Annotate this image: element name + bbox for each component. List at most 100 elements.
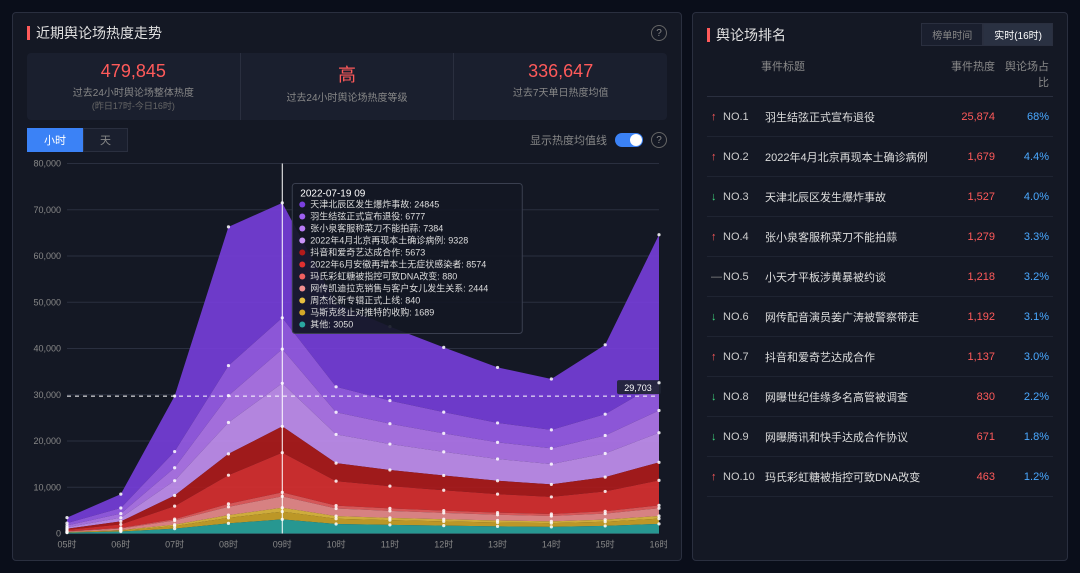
- rank-heat: 1,527: [941, 191, 995, 203]
- svg-text:羽生结弦正式宣布退役: 6777: 羽生结弦正式宣布退役: 6777: [310, 211, 425, 222]
- rank-heat: 25,874: [941, 111, 995, 123]
- svg-text:抖音和爱奇艺达成合作: 5673: 抖音和爱奇艺达成合作: 5673: [310, 247, 425, 258]
- rank-row[interactable]: ↑NO.22022年4月北京再现本土确诊病例1,6794.4%: [707, 137, 1053, 177]
- trend-arrow-icon: ↓: [711, 191, 723, 203]
- svg-text:10时: 10时: [327, 539, 346, 550]
- svg-text:30,000: 30,000: [33, 390, 61, 400]
- rank-title-text: 天津北辰区发生爆炸事故: [765, 189, 941, 205]
- rank-number: NO.6: [723, 311, 765, 323]
- rank-pct: 1.8%: [995, 431, 1049, 443]
- svg-text:70,000: 70,000: [33, 205, 61, 215]
- svg-text:15时: 15时: [596, 539, 615, 550]
- tab-list-time[interactable]: 榜单时间: [921, 23, 983, 46]
- rank-pct: 68%: [995, 111, 1049, 123]
- rank-pct: 3.0%: [995, 351, 1049, 363]
- rank-pct: 2.2%: [995, 391, 1049, 403]
- rank-heat: 830: [941, 391, 995, 403]
- rank-row[interactable]: —NO.5小天才平板涉黄暴被约谈1,2183.2%: [707, 257, 1053, 297]
- rank-pct: 3.2%: [995, 271, 1049, 283]
- svg-text:16时: 16时: [649, 539, 667, 550]
- svg-text:天津北辰区发生爆炸事故: 24845: 天津北辰区发生爆炸事故: 24845: [310, 199, 439, 210]
- trend-arrow-icon: ↑: [711, 351, 723, 363]
- rank-heat: 1,192: [941, 311, 995, 323]
- rank-number: NO.7: [723, 351, 765, 363]
- rank-title-text: 网传配音演员姜广涛被警察带走: [765, 309, 941, 325]
- svg-text:50,000: 50,000: [33, 297, 61, 307]
- svg-text:09时: 09时: [273, 539, 292, 550]
- rank-heat: 1,679: [941, 151, 995, 163]
- trend-arrow-icon: ↑: [711, 231, 723, 243]
- svg-text:13时: 13时: [488, 539, 507, 550]
- ranking-title: 舆论场排名: [707, 25, 786, 45]
- svg-text:其他: 3050: 其他: 3050: [310, 319, 353, 330]
- trend-chart[interactable]: 010,00020,00030,00040,00050,00060,00070,…: [27, 156, 667, 553]
- rank-list: ↑NO.1羽生结弦正式宣布退役25,87468%↑NO.22022年4月北京再现…: [707, 97, 1053, 550]
- help-icon[interactable]: ?: [651, 132, 667, 148]
- rank-pct: 3.1%: [995, 311, 1049, 323]
- trend-arrow-icon: ↓: [711, 311, 723, 323]
- help-icon[interactable]: ?: [651, 25, 667, 41]
- stat-card: 479,845 过去24小时舆论场整体热度 (昨日17时-今日16时): [27, 53, 241, 120]
- trend-arrow-icon: ↑: [711, 151, 723, 163]
- rank-heat: 1,137: [941, 351, 995, 363]
- rank-number: NO.4: [723, 231, 765, 243]
- rank-number: NO.1: [723, 111, 765, 123]
- svg-text:07时: 07时: [165, 539, 184, 550]
- rank-row[interactable]: ↓NO.9网曝腾讯和快手达成合作协议6711.8%: [707, 417, 1053, 457]
- svg-text:玛氏彩虹糖被指控可致DNA改变: 880: 玛氏彩虹糖被指控可致DNA改变: 880: [310, 271, 457, 282]
- rank-pct: 4.0%: [995, 191, 1049, 203]
- rank-row[interactable]: ↓NO.3天津北辰区发生爆炸事故1,5274.0%: [707, 177, 1053, 217]
- rank-row[interactable]: ↑NO.4张小泉客服称菜刀不能拍蒜1,2793.3%: [707, 217, 1053, 257]
- rank-row[interactable]: ↑NO.10玛氏彩虹糖被指控可致DNA改变4631.2%: [707, 457, 1053, 497]
- trend-panel: 近期舆论场热度走势 ? 479,845 过去24小时舆论场整体热度 (昨日17时…: [12, 12, 682, 561]
- ranking-tabs: 榜单时间 实时(16时): [921, 23, 1053, 46]
- rank-pct: 4.4%: [995, 151, 1049, 163]
- rank-title-text: 玛氏彩虹糖被指控可致DNA改变: [765, 469, 941, 485]
- svg-text:2022年6月安徽再增本土无症状感染者: 8574: 2022年6月安徽再增本土无症状感染者: 8574: [310, 259, 486, 270]
- svg-text:2022-07-19 09: 2022-07-19 09: [300, 189, 365, 200]
- svg-text:马斯克终止对推特的收购: 1689: 马斯克终止对推特的收购: 1689: [310, 307, 434, 318]
- svg-text:网传凯迪拉克销售与客户女儿发生关系: 2444: 网传凯迪拉克销售与客户女儿发生关系: 2444: [310, 283, 488, 294]
- rank-header: 事件标题 事件热度 舆论场占比: [707, 52, 1053, 97]
- ranking-panel: 舆论场排名 榜单时间 实时(16时) 事件标题 事件热度 舆论场占比 ↑NO.1…: [692, 12, 1068, 561]
- trend-arrow-icon: ↑: [711, 111, 723, 123]
- stat-card: 336,647 过去7天单日热度均值: [454, 53, 667, 120]
- svg-text:11时: 11时: [381, 539, 399, 550]
- rank-heat: 1,218: [941, 271, 995, 283]
- svg-text:05时: 05时: [57, 539, 76, 550]
- rank-number: NO.10: [723, 471, 765, 483]
- tab-live[interactable]: 实时(16时): [983, 23, 1053, 46]
- time-range-tabs: 小时 天: [27, 128, 128, 152]
- svg-text:10,000: 10,000: [33, 482, 61, 492]
- rank-title-text: 羽生结弦正式宣布退役: [765, 109, 941, 125]
- svg-text:20,000: 20,000: [33, 436, 61, 446]
- svg-text:周杰伦新专辑正式上线: 840: 周杰伦新专辑正式上线: 840: [310, 295, 420, 306]
- trend-title: 近期舆论场热度走势: [27, 23, 162, 43]
- rank-pct: 1.2%: [995, 471, 1049, 483]
- svg-text:60,000: 60,000: [33, 251, 61, 261]
- svg-text:2022年4月北京再现本土确诊病例: 9328: 2022年4月北京再现本土确诊病例: 9328: [310, 235, 468, 246]
- rank-title-text: 网曝腾讯和快手达成合作协议: [765, 429, 941, 445]
- rank-number: NO.2: [723, 151, 765, 163]
- svg-text:张小泉客服称菜刀不能拍蒜: 7384: 张小泉客服称菜刀不能拍蒜: 7384: [310, 223, 443, 234]
- rank-row[interactable]: ↓NO.8网曝世纪佳缘多名高管被调查8302.2%: [707, 377, 1053, 417]
- rank-number: NO.9: [723, 431, 765, 443]
- trend-arrow-icon: ↓: [711, 431, 723, 443]
- rank-title-text: 抖音和爱奇艺达成合作: [765, 349, 941, 365]
- trend-arrow-icon: ↓: [711, 391, 723, 403]
- rank-title-text: 网曝世纪佳缘多名高管被调查: [765, 389, 941, 405]
- svg-text:0: 0: [56, 529, 61, 539]
- mean-line-toggle[interactable]: [615, 133, 643, 147]
- tab-day[interactable]: 天: [83, 128, 128, 152]
- rank-heat: 463: [941, 471, 995, 483]
- rank-row[interactable]: ↓NO.6网传配音演员姜广涛被警察带走1,1923.1%: [707, 297, 1053, 337]
- rank-pct: 3.3%: [995, 231, 1049, 243]
- tab-hour[interactable]: 小时: [27, 128, 83, 152]
- svg-text:14时: 14时: [542, 539, 561, 550]
- svg-text:80,000: 80,000: [33, 159, 61, 169]
- rank-row[interactable]: ↑NO.7抖音和爱奇艺达成合作1,1373.0%: [707, 337, 1053, 377]
- svg-text:06时: 06时: [111, 539, 130, 550]
- trend-arrow-icon: —: [711, 271, 723, 283]
- rank-row[interactable]: ↑NO.1羽生结弦正式宣布退役25,87468%: [707, 97, 1053, 137]
- svg-text:08时: 08时: [219, 539, 238, 550]
